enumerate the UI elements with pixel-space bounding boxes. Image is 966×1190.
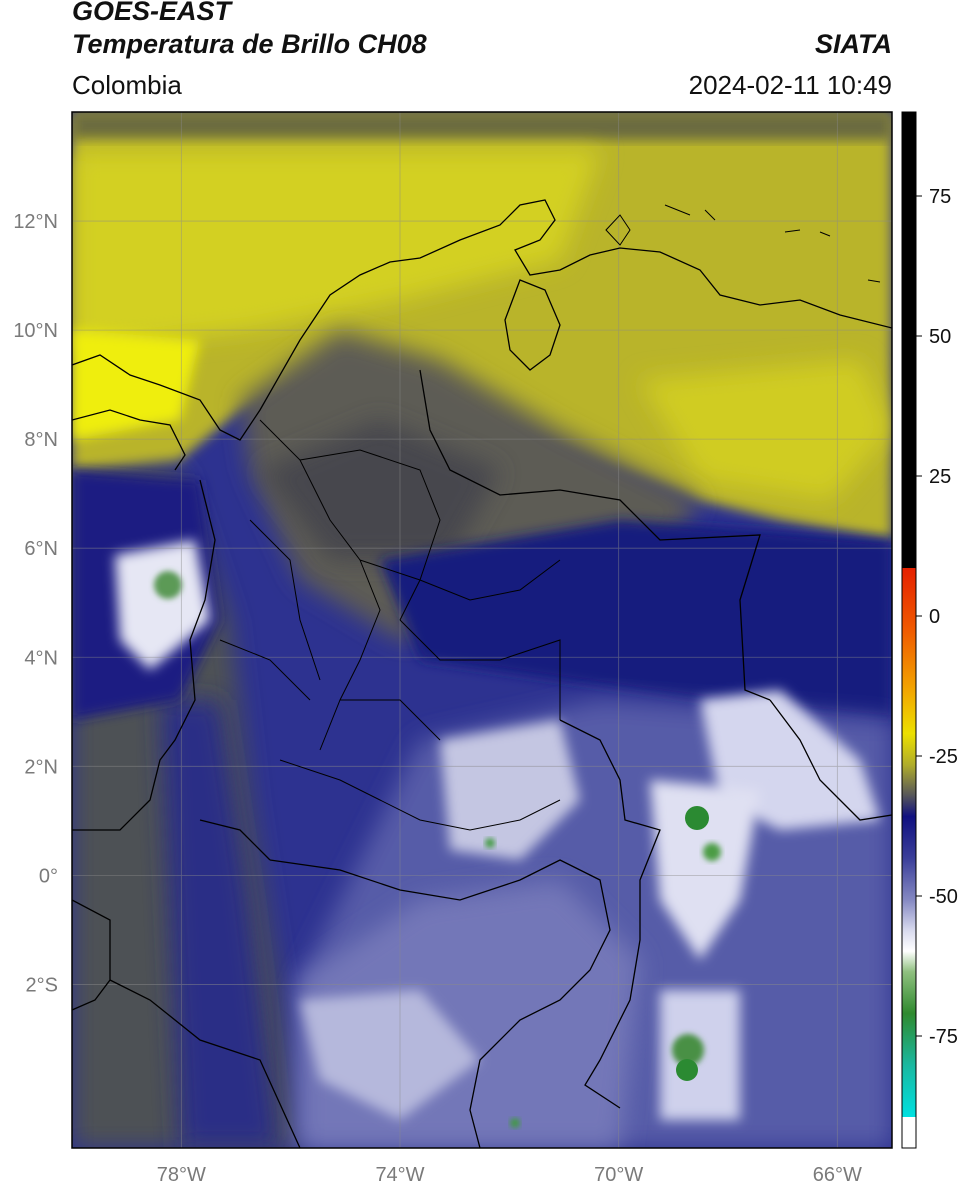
colorbar-tick-label: 50 [929, 326, 951, 348]
lat-tick-label: 2°S [26, 974, 58, 996]
brightness-temperature-field [72, 112, 892, 1148]
lat-tick-label: 8°N [24, 429, 58, 451]
colombia-peru-border [269, 859, 611, 1148]
product-title: Temperatura de Brillo CH08 [72, 29, 427, 59]
colorbar-ticks: 75 50 25 0 -25 -50 -75 [916, 186, 958, 1048]
colombia-brazil-border [559, 719, 661, 1109]
caribbean-coastline [72, 199, 892, 441]
colorbar-tick-label: 0 [929, 606, 940, 628]
lat-tick-label: 10°N [13, 320, 58, 342]
panama-coastline [72, 409, 186, 471]
lat-tick-label: 12°N [13, 211, 58, 233]
lon-tick-label: 70°W [594, 1164, 643, 1186]
colorbar-tick-label: 75 [929, 186, 951, 208]
colorbar [901, 111, 917, 1149]
lon-tick-label: 78°W [157, 1164, 206, 1186]
satellite-title: GOES-EAST [72, 0, 232, 26]
maracaibo-lake [504, 279, 561, 371]
island-outlines [605, 204, 881, 283]
lon-tick-labels: 78°W 74°W 70°W 66°W [157, 1164, 862, 1186]
colombia-ecuador-border [199, 819, 271, 861]
lon-tick-label: 66°W [813, 1164, 862, 1186]
borders [72, 199, 892, 1148]
lat-tick-labels: 12°N 10°N 8°N 6°N 4°N 2°N 0° 2°S [13, 211, 58, 996]
brand-label: SIATA [815, 29, 892, 59]
region-label: Colombia [72, 70, 182, 100]
colorbar-tick-label: -75 [929, 1026, 958, 1048]
colombia-venezuela-border [419, 369, 771, 701]
peru-ecuador-border [109, 979, 301, 1148]
lat-tick-label: 0° [39, 865, 58, 887]
lat-tick-label: 2°N [24, 756, 58, 778]
map-frame [71, 111, 893, 1149]
lat-tick-label: 6°N [24, 538, 58, 560]
graticule [72, 112, 892, 1148]
colorbar-tick-label: -50 [929, 886, 958, 908]
pacific-coastline [72, 479, 216, 831]
andes-departments [219, 419, 561, 831]
colorbar-tick-label: -25 [929, 746, 958, 768]
datetime-label: 2024-02-11 10:49 [688, 70, 892, 100]
lon-tick-label: 74°W [375, 1164, 424, 1186]
venezuela-brazil-border [769, 699, 892, 821]
lat-tick-label: 4°N [24, 647, 58, 669]
colorbar-tick-label: 25 [929, 466, 951, 488]
